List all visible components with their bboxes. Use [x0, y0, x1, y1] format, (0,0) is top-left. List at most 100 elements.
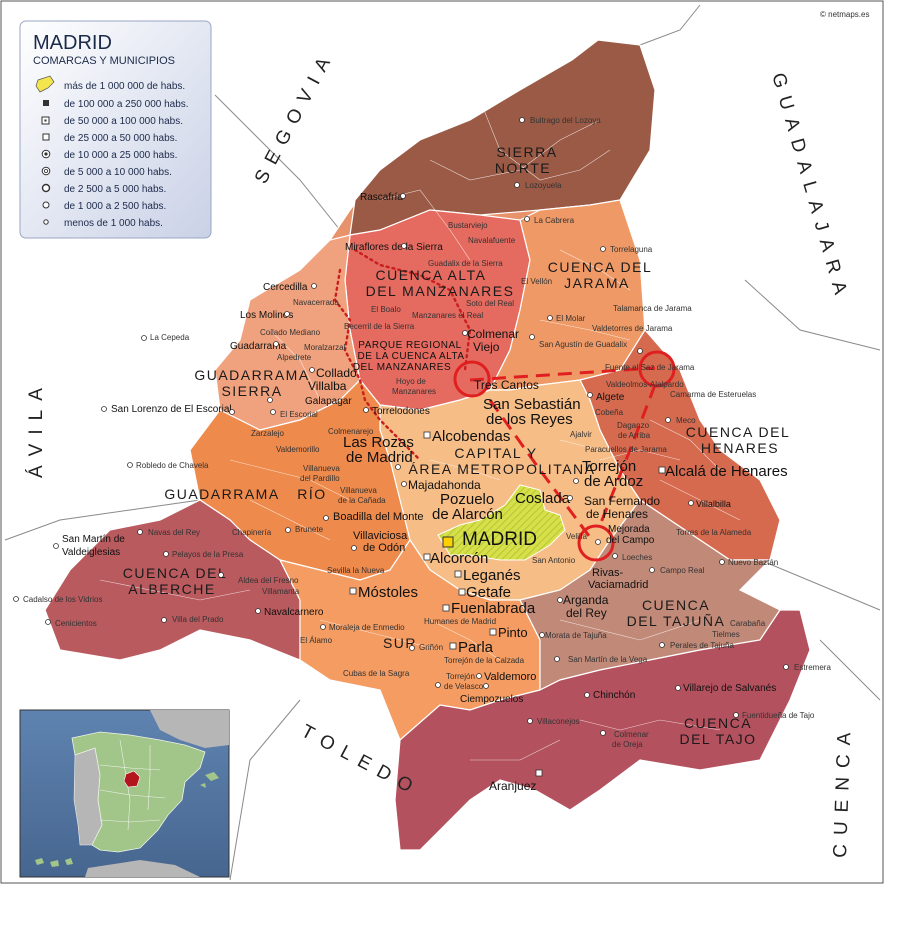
- label-mejorada-1: Mejorada: [608, 524, 650, 535]
- label-sfernando-1: San Fernando: [584, 494, 660, 508]
- label-soto: Soto del Real: [466, 299, 514, 308]
- inset-africa: [85, 860, 200, 877]
- label-ssreyes-1: San Sebastián: [483, 396, 581, 413]
- label-mostoles: Móstoles: [358, 584, 418, 601]
- legend-symbol-6: [41, 183, 51, 193]
- label-colmenar-oreja-1: Colmenar: [614, 730, 649, 739]
- label-villanueva-pardillo-2: del Pardillo: [300, 474, 340, 483]
- label-robledo: Robledo de Chavela: [136, 461, 209, 470]
- comarcas-layer: [44, 39, 811, 851]
- legend-panel: [19, 20, 212, 239]
- label-pelayos: Pelayos de la Presa: [172, 550, 244, 559]
- legend-item-3: de 25 000 a 50 000 habs.: [64, 133, 177, 144]
- label-valdetorres: Valdetorres de Jarama: [592, 324, 673, 333]
- label-boadilla: Boadilla del Monte: [333, 511, 424, 523]
- label-moraleja: Moraleja de Enmedio: [329, 623, 405, 632]
- label-meco: Meco: [676, 416, 696, 425]
- label-leganes: Leganés: [463, 567, 521, 584]
- comarca-labels: SIERRA NORTE CUENCA ALTA DEL MANZANARES …: [123, 144, 789, 747]
- label-sierra-norte-2: NORTE: [495, 160, 551, 176]
- label-moralzarzal: Moralzarzal: [304, 343, 346, 352]
- label-villanueva-canada-2: de la Cañada: [338, 496, 386, 505]
- label-capital-2: ÁREA METROPOLITANA: [409, 461, 596, 477]
- label-san-lorenzo: San Lorenzo de El Escorial: [111, 404, 232, 415]
- label-san-martin-1: San Martín de: [62, 534, 125, 545]
- legend-item-7: de 1 000 a 2 500 habs.: [64, 201, 166, 212]
- label-villaconejos: Villaconejos: [537, 717, 580, 726]
- label-guadarrama-sierra-2: SIERRA: [221, 383, 282, 399]
- label-aranjuez: Aranjuez: [489, 779, 536, 793]
- inset-france: [150, 710, 229, 748]
- label-capital-1: CAPITAL Y: [454, 445, 537, 461]
- highlight-circle-tres-cantos: [453, 360, 491, 398]
- settlement-markers: [13, 117, 789, 777]
- label-cuenca-jarama-1: CUENCA DEL: [548, 259, 652, 275]
- label-ssreyes-2: de los Reyes: [486, 411, 573, 428]
- label-algete: Algete: [596, 392, 625, 403]
- label-villa-prado: Villa del Prado: [172, 615, 224, 624]
- label-mejorada-2: del Campo: [606, 535, 655, 546]
- label-collado-mediano: Collado Mediano: [260, 328, 321, 337]
- legend-item-2: de 50 000 a 100 000 habs.: [64, 116, 183, 127]
- label-cuenca-tajuna-2: DEL TAJUÑA: [627, 613, 726, 629]
- label-nuevo-baztan: Nuevo Baztán: [728, 558, 778, 567]
- label-el-vellon: El Vellón: [521, 277, 552, 286]
- label-velilla: Velilla: [566, 532, 587, 541]
- label-pozuelo-2: de Alarcón: [432, 506, 503, 523]
- legend-symbol-8: [43, 219, 49, 225]
- label-rivas-1: Rivas-: [592, 567, 624, 579]
- label-torrejon-calzada: Torrejón de la Calzada: [444, 656, 525, 665]
- label-cenicientos: Cenicientos: [55, 619, 97, 628]
- label-miraflores: Miraflores de la Sierra: [345, 242, 443, 253]
- legend-item-5: de 5 000 a 10 000 habs.: [64, 167, 172, 178]
- label-cadalso: Cadalso de los Vidrios: [23, 595, 102, 604]
- inset-canary: [35, 858, 73, 867]
- legend-item-6: de 2 500 a 5 000 habs.: [64, 184, 166, 195]
- label-pozuelo-1: Pozuelo: [440, 491, 494, 508]
- label-chinchon: Chinchón: [593, 690, 635, 701]
- legend-symbol-7: [42, 201, 50, 209]
- label-tielmes: Tielmes: [712, 630, 740, 639]
- label-camarma: Camarma de Esteruelas: [670, 390, 756, 399]
- label-hoyo-1: Hoyo de: [396, 377, 426, 386]
- label-becerril: Becerril de la Sierra: [344, 322, 415, 331]
- label-cuenca-alta-2: DEL MANZANARES: [366, 283, 515, 299]
- label-manzanares: Manzanares el Real: [412, 311, 483, 320]
- label-parque-3: DEL MANZANARES: [353, 362, 451, 373]
- label-sierra-norte-1: SIERRA: [496, 144, 557, 160]
- legend-symbol-3: [42, 133, 50, 141]
- label-rozas-2: de Madrid: [346, 449, 413, 466]
- label-collado-1: Collado: [316, 366, 357, 380]
- label-zarzalejo: Zarzalejo: [251, 429, 284, 438]
- label-san-martin-vega: San Martín de la Vega: [568, 655, 648, 664]
- province-cuenca: CUENCA: [830, 723, 856, 858]
- label-tres-cantos: Tres Cantos: [474, 378, 539, 392]
- municipal-boundaries: [99, 99, 741, 761]
- legend-item-4: de 10 000 a 25 000 habs.: [64, 150, 177, 161]
- label-los-molinos: Los Molinos: [240, 310, 293, 321]
- label-valdemorillo: Valdemorillo: [276, 445, 320, 454]
- label-madrid-capital: MADRID: [462, 529, 537, 550]
- legend-symbol-1: [43, 100, 49, 106]
- label-alcorcon: Alcorcón: [430, 550, 488, 567]
- label-chapineria: Chapinería: [232, 528, 272, 537]
- inset-madrid-highlight: [123, 770, 141, 788]
- legend-symbol-5: [41, 166, 51, 176]
- label-majadahonda: Majadahonda: [408, 478, 481, 492]
- label-guadarrama-sierra-1: GUADARRAMA: [194, 367, 309, 383]
- parque-regional-boundary: [333, 248, 472, 462]
- label-colmenarejo: Colmenarejo: [328, 427, 374, 436]
- label-paracuellos: Paracuellos de Jarama: [585, 445, 667, 454]
- label-el-alamo: El Álamo: [300, 636, 333, 645]
- label-cuenca-henares-2: HENARES: [701, 440, 779, 456]
- label-colmenar-oreja-2: de Oreja: [612, 740, 643, 749]
- label-colmenar-2: Viejo: [473, 340, 500, 354]
- label-san-martin-2: Valdeiglesias: [62, 547, 120, 558]
- label-alpedrete: Alpedrete: [277, 353, 312, 362]
- label-collado-2: Villalba: [308, 379, 347, 393]
- label-villarejo: Villarejo de Salvanés: [683, 683, 776, 694]
- label-parque-2: DE LA CUENCA ALTA: [357, 351, 464, 362]
- label-cubas: Cubas de la Sagra: [343, 669, 410, 678]
- label-carabana: Carabaña: [730, 619, 766, 628]
- label-getafe: Getafe: [466, 584, 511, 601]
